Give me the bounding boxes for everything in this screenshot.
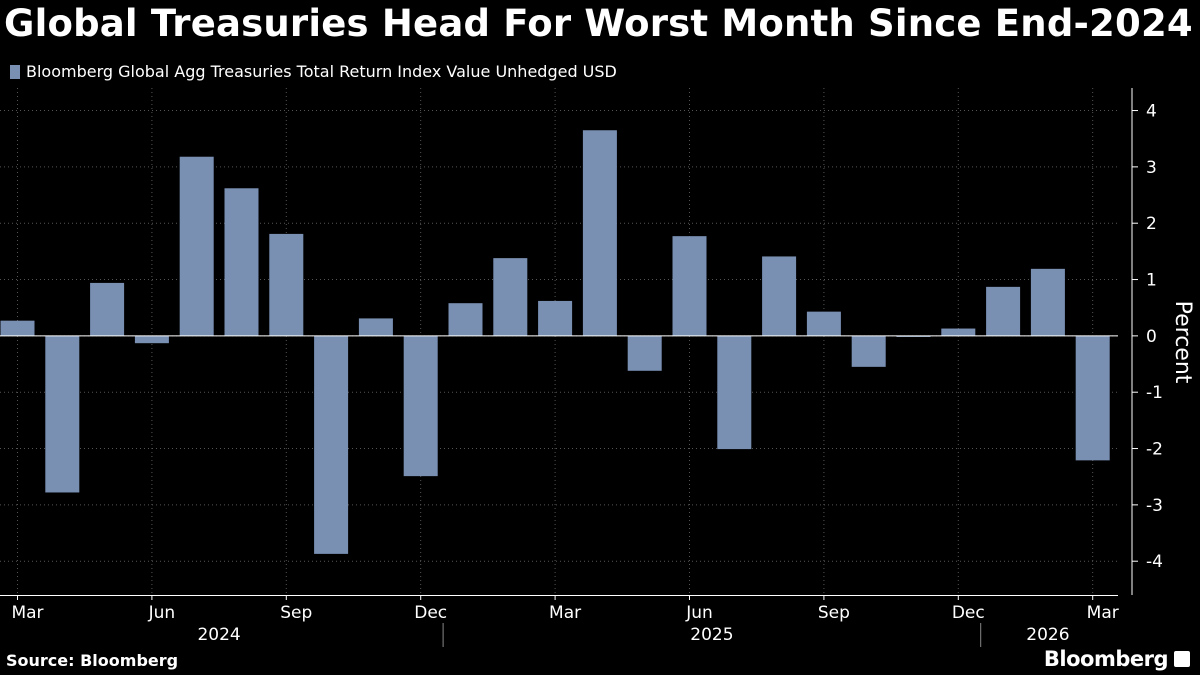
bar-2025-11 [896, 335, 931, 337]
y-tick-label: -3 [1146, 496, 1163, 516]
y-tick-label: 2 [1146, 214, 1157, 234]
bar-2025-06 [672, 236, 707, 336]
bar-2025-08 [762, 256, 797, 336]
year-label-2026: 2026 [1026, 625, 1069, 645]
y-tick-label: -4 [1146, 552, 1163, 572]
bar-2025-09 [806, 311, 841, 336]
bar-2025-07 [717, 335, 752, 450]
bar-2025-01 [448, 303, 483, 336]
bar-2025-03 [538, 300, 573, 336]
year-label-2024: 2024 [197, 625, 240, 645]
bar-2025-02 [493, 258, 528, 336]
y-tick-label: 1 [1146, 271, 1157, 291]
y-axis-title: Percent [1170, 301, 1195, 384]
bar-2026-02 [1030, 268, 1065, 336]
bar-2024-10 [314, 335, 349, 554]
brand-name: Bloomberg [1043, 647, 1169, 671]
x-tick-label: Jun [148, 603, 176, 623]
x-tick-label: Dec [414, 603, 447, 623]
x-tick-label: Sep [280, 603, 312, 623]
bar-2025-04 [582, 130, 617, 336]
bar-2026-01 [986, 286, 1021, 336]
bar-2024-08 [224, 188, 259, 336]
bar-2024-12 [403, 335, 438, 477]
source-note: Source: Bloomberg [6, 651, 179, 670]
bar-2024-05 [90, 282, 125, 336]
bar-2024-09 [269, 233, 304, 336]
x-tick-label: Mar [11, 603, 43, 623]
y-tick-label: 0 [1146, 327, 1157, 347]
y-tick-label: -2 [1146, 440, 1163, 460]
bar-2024-06 [134, 335, 169, 344]
y-tick-label: 3 [1146, 158, 1157, 178]
bloomberg-logo-icon [1174, 651, 1190, 667]
x-tick-label: Mar [1087, 603, 1119, 623]
legend: Bloomberg Global Agg Treasuries Total Re… [10, 62, 617, 81]
legend-label: Bloomberg Global Agg Treasuries Total Re… [26, 62, 617, 81]
bar-2025-12 [941, 328, 976, 336]
bar-2026-03 [1075, 335, 1110, 461]
y-tick-label: -1 [1146, 383, 1163, 403]
brand: Bloomberg [1044, 647, 1190, 671]
bar-2024-04 [45, 335, 80, 493]
bar-2024-07 [179, 156, 214, 336]
x-tick-label: Jun [685, 603, 713, 623]
bar-2024-03 [0, 320, 35, 336]
x-tick-label: Dec [952, 603, 985, 623]
year-label-2025: 2025 [690, 625, 733, 645]
chart-title: Global Treasuries Head For Worst Month S… [4, 2, 1193, 45]
y-tick-label: 4 [1146, 102, 1157, 122]
bar-2024-11 [358, 318, 393, 336]
x-tick-label: Sep [818, 603, 850, 623]
legend-swatch [10, 64, 20, 79]
bar-2025-10 [851, 335, 886, 367]
bar-2025-05 [627, 335, 662, 371]
x-tick-label: Mar [549, 603, 581, 623]
